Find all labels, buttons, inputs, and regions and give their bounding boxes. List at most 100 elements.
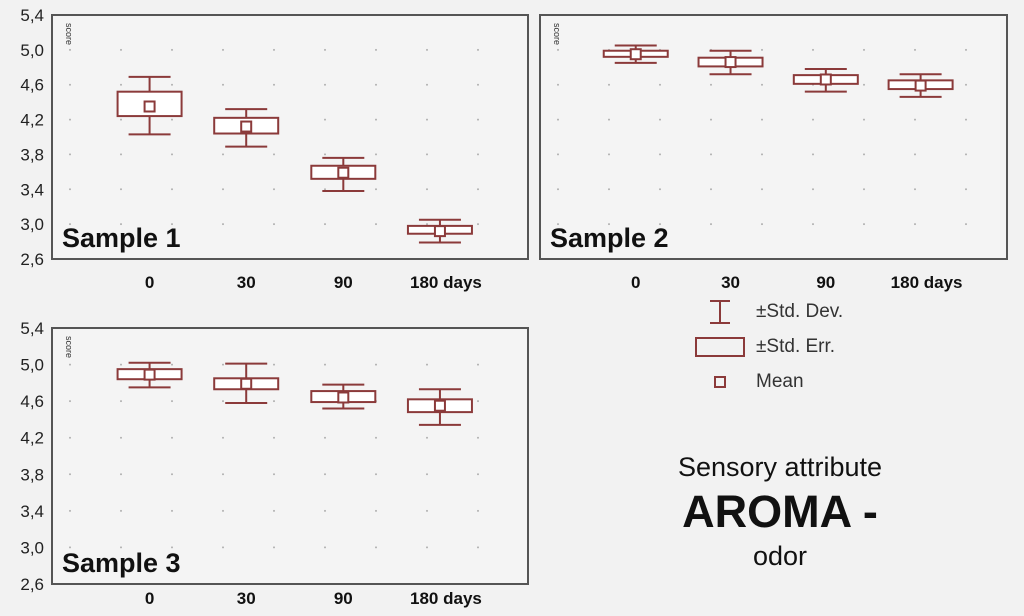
box-whisker (116, 361, 183, 389)
y-axis-label: score (552, 23, 562, 45)
grid-dot (477, 83, 479, 86)
grid-dot (171, 546, 173, 549)
grid-dot (863, 83, 865, 86)
grid-dot (914, 48, 916, 51)
attribute-caption: Sensory attribute AROMA - odor (600, 450, 960, 572)
grid-dot (120, 509, 122, 512)
box-whisker (213, 362, 280, 404)
grid-dot (273, 400, 275, 403)
grid-dot (120, 473, 122, 476)
grid-dot (812, 223, 814, 226)
plot-frame (51, 14, 529, 260)
grid-dot (477, 509, 479, 512)
panel-sample-1: 5,4 5,0 4,6 4,2 3,8 3,4 3,0 2,6 score 0 30 90 180 da… (20, 6, 529, 292)
legend-item-std-dev: ±Std. Dev. (690, 294, 920, 329)
grid-dot (761, 188, 763, 191)
grid-dot (171, 509, 173, 512)
grid-dot (69, 223, 71, 226)
panel-label: Sample 2 (550, 223, 669, 253)
x-tick-label: 90 (334, 589, 353, 608)
grid-dot (69, 48, 71, 51)
box-whisker (406, 388, 473, 426)
y-tick-label: 3,4 (20, 502, 44, 521)
grid-dot (324, 118, 326, 121)
mean-marker (143, 368, 156, 381)
grid-dot (222, 546, 224, 549)
grid-dot (273, 153, 275, 156)
grid-dot (324, 546, 326, 549)
legend: ±Std. Dev. ±Std. Err. Mean (690, 294, 920, 399)
grid-dot (965, 48, 967, 51)
grid-dot (426, 509, 428, 512)
grid-dot (222, 363, 224, 366)
grid-dot (324, 473, 326, 476)
grid-dot (812, 48, 814, 51)
x-tick-label: 0 (145, 589, 154, 608)
grid-dot (812, 188, 814, 191)
panel-label: Sample 3 (62, 548, 181, 578)
y-tick-label: 5,4 (20, 6, 44, 25)
grid-dot (273, 188, 275, 191)
grid-dot (426, 83, 428, 86)
grid-dot (965, 153, 967, 156)
grid-dot (863, 153, 865, 156)
grid-dot (375, 509, 377, 512)
grid-dot (761, 118, 763, 121)
grid-dot (69, 509, 71, 512)
grid-dot (426, 188, 428, 191)
grid-dot (120, 436, 122, 439)
grid-dot (426, 546, 428, 549)
grid-dot (171, 436, 173, 439)
y-tick-label: 5,0 (20, 356, 44, 375)
grid-dots (69, 48, 479, 226)
y-tick-label: 3,8 (20, 145, 44, 164)
grid-dot (222, 153, 224, 156)
panel-sample-3: 5,4 5,0 4,6 4,2 3,8 3,4 3,0 2,6 score 0 30 90 180 da… (20, 319, 529, 608)
grid-dot (324, 509, 326, 512)
grid-dot (914, 153, 916, 156)
x-tick-label: 0 (145, 273, 154, 292)
grid-dot (812, 153, 814, 156)
grid-dot (761, 83, 763, 86)
grid-dot (69, 363, 71, 366)
grid-dot (222, 48, 224, 51)
grid-dot (273, 436, 275, 439)
grid-dot (69, 473, 71, 476)
grid-dot (477, 436, 479, 439)
grid-dot (608, 118, 610, 121)
attribute-subtitle: Sensory attribute (677, 452, 883, 482)
y-tick-label: 4,2 (20, 429, 44, 448)
box-whisker (887, 73, 954, 98)
mean-marker (337, 166, 350, 179)
grid-dot (426, 118, 428, 121)
y-tick-label: 5,4 (20, 319, 44, 338)
grid-dot (761, 153, 763, 156)
grid-dot (965, 188, 967, 191)
grid-dot (222, 83, 224, 86)
grid-dot (761, 223, 763, 226)
legend-item-std-err: ±Std. Err. (690, 329, 920, 364)
grid-dot (273, 363, 275, 366)
attribute-qualifier: odor (752, 541, 808, 571)
y-axis-label: score (64, 23, 74, 45)
x-tick-label: 90 (816, 273, 835, 292)
grid-dot (120, 118, 122, 121)
grid-dot (222, 509, 224, 512)
grid-dot (273, 83, 275, 86)
box-whisker (697, 49, 764, 76)
grid-dot (222, 473, 224, 476)
mean-marker (629, 48, 642, 61)
y-tick-label: 3,0 (20, 215, 44, 234)
grid-dot (477, 473, 479, 476)
grid-dot (69, 83, 71, 86)
y-tick-label: 3,4 (20, 180, 44, 199)
grid-dot (710, 153, 712, 156)
grid-dot (69, 436, 71, 439)
grid-dot (375, 153, 377, 156)
grid-dot (69, 546, 71, 549)
grid-dot (375, 546, 377, 549)
grid-dot (69, 153, 71, 156)
grid-dot (710, 188, 712, 191)
box-whisker (310, 156, 377, 193)
